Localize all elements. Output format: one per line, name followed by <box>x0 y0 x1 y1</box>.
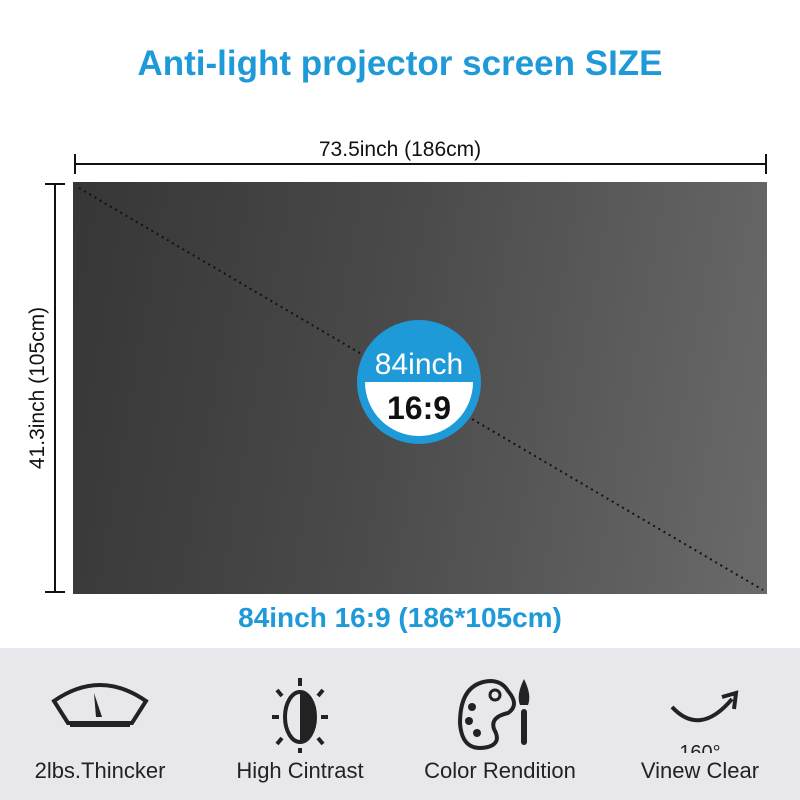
width-dimension-line <box>74 163 766 165</box>
palette-brush-icon <box>457 678 530 750</box>
view-angle-arrow-icon: 160° <box>670 690 739 753</box>
features-band: 2lbs.Thincker High Cintrast Color Rendit… <box>0 648 800 800</box>
size-badge: 84inch 16:9 <box>357 320 481 444</box>
contrast-sun-icon <box>272 678 328 753</box>
feature-view: 160° Vinew Clear <box>600 648 800 800</box>
feature-contrast: High Cintrast <box>200 648 400 800</box>
page-title: Anti-light projector screen SIZE <box>137 44 663 83</box>
view-angle-value: 160° <box>679 742 720 753</box>
badge-size: 84inch <box>374 348 464 381</box>
height-label: 41.3inch (105cm) <box>26 306 49 470</box>
height-dimension-line <box>54 184 56 592</box>
width-tick-left <box>74 154 76 174</box>
feature-label: 2lbs.Thincker <box>34 758 166 783</box>
height-tick-top <box>45 183 65 185</box>
feature-label: Color Rendition <box>424 758 576 783</box>
height-tick-bottom <box>45 591 65 593</box>
badge-ratio: 16:9 <box>386 390 452 426</box>
feature-label: Vinew Clear <box>640 758 760 783</box>
width-label: 73.5inch (186cm) <box>318 138 482 161</box>
feature-label: High Cintrast <box>236 758 364 783</box>
gauge-icon <box>51 683 149 727</box>
width-tick-right <box>765 154 767 174</box>
feature-color: Color Rendition <box>400 648 600 800</box>
feature-thickness: 2lbs.Thincker <box>0 648 200 800</box>
spec-caption: 84inch 16:9 (186*105cm) <box>238 602 562 633</box>
